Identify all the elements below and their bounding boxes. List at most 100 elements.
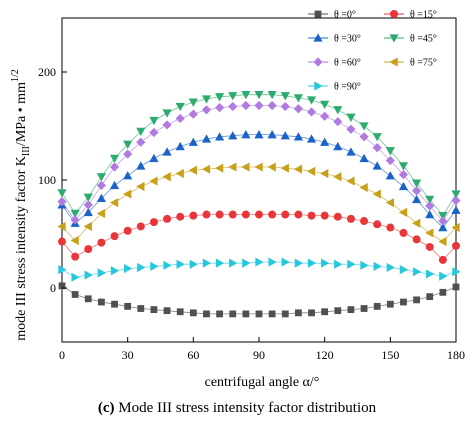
data-point	[346, 176, 355, 186]
data-point	[241, 91, 251, 100]
data-point	[163, 260, 172, 270]
data-point	[346, 214, 355, 223]
data-point	[254, 91, 264, 100]
data-point	[149, 176, 158, 186]
data-point	[452, 267, 461, 277]
data-point	[333, 172, 342, 182]
data-point	[84, 245, 93, 254]
data-point	[398, 181, 409, 191]
data-point	[96, 180, 106, 190]
data-point	[412, 235, 421, 244]
data-point	[136, 127, 146, 136]
legend: θ =0° θ =15° θ =30° θ =45° θ =60° θ =75° θ =90…	[308, 10, 437, 93]
data-point	[372, 133, 382, 142]
legend-label: θ =60°	[334, 58, 361, 69]
data-point	[346, 113, 356, 122]
x-tick-label: 120	[316, 348, 334, 362]
data-point	[176, 259, 185, 269]
plot-border	[61, 17, 457, 343]
data-point	[268, 257, 277, 267]
data-point	[346, 147, 356, 156]
data-point	[452, 241, 460, 250]
data-point	[425, 201, 435, 211]
legend-item-0: θ =0°	[308, 10, 356, 21]
data-point	[202, 210, 211, 219]
x-tick-label: 180	[447, 348, 465, 362]
y-axis-label: mode III stress intensity factor KIII/MP…	[10, 69, 32, 341]
data-point	[386, 223, 395, 232]
data-point	[280, 101, 290, 112]
data-point	[162, 147, 172, 156]
data-point	[254, 100, 264, 111]
y-axis-label-sub: III	[21, 146, 32, 156]
data-point	[215, 163, 224, 173]
data-point	[373, 261, 382, 271]
data-point	[400, 298, 407, 306]
data-point	[308, 309, 315, 317]
data-point	[58, 237, 66, 246]
data-point	[123, 263, 133, 274]
data-point	[293, 104, 303, 114]
data-point	[57, 197, 67, 207]
data-point	[426, 269, 435, 279]
data-point	[346, 124, 356, 134]
legend-label: θ =0°	[334, 10, 356, 21]
data-point	[162, 172, 171, 182]
data-point	[372, 189, 381, 199]
data-point	[426, 293, 434, 301]
data-point	[189, 211, 198, 220]
legend-item-6: θ =90°	[308, 81, 361, 93]
data-point	[188, 98, 198, 107]
legend-marker	[314, 10, 322, 18]
data-point	[201, 95, 212, 104]
data-point	[451, 190, 461, 199]
data-point	[333, 106, 343, 115]
data-point	[359, 132, 369, 142]
data-point	[451, 222, 460, 233]
x-tick-label: 60	[187, 348, 199, 362]
series-line	[61, 214, 457, 261]
data-point	[306, 134, 317, 143]
data-point	[175, 102, 185, 112]
caption-text: Mode III stress intensity factor distrib…	[118, 400, 376, 416]
data-point	[109, 198, 119, 208]
legend-label: θ =45°	[410, 34, 437, 45]
data-point	[386, 300, 394, 308]
data-point	[136, 161, 146, 170]
data-point	[202, 258, 212, 268]
data-point	[57, 189, 67, 198]
data-point	[201, 164, 211, 174]
data-point	[241, 210, 250, 219]
data-point	[149, 116, 159, 126]
data-point	[58, 282, 66, 290]
data-point	[109, 180, 120, 190]
data-point	[320, 168, 329, 179]
data-point	[228, 162, 237, 172]
data-point	[123, 226, 132, 235]
data-point	[373, 302, 381, 310]
data-point	[254, 130, 264, 139]
data-point	[425, 195, 435, 205]
data-point	[385, 147, 395, 156]
data-point	[439, 288, 447, 296]
data-point	[333, 141, 343, 151]
data-point	[98, 298, 105, 306]
data-point	[150, 261, 159, 271]
data-point	[71, 252, 80, 261]
data-point	[320, 111, 330, 121]
data-point	[359, 182, 368, 193]
data-point	[162, 109, 172, 118]
legend-marker	[389, 34, 399, 43]
data-point	[398, 162, 409, 171]
data-point	[306, 166, 316, 176]
data-point	[96, 173, 106, 182]
data-point	[123, 140, 133, 149]
data-point	[425, 228, 434, 238]
data-point	[254, 162, 263, 172]
data-point	[347, 306, 355, 313]
data-point	[96, 193, 106, 203]
data-point	[96, 208, 106, 219]
data-point	[83, 200, 93, 210]
data-point	[70, 209, 80, 219]
data-point	[320, 258, 330, 268]
